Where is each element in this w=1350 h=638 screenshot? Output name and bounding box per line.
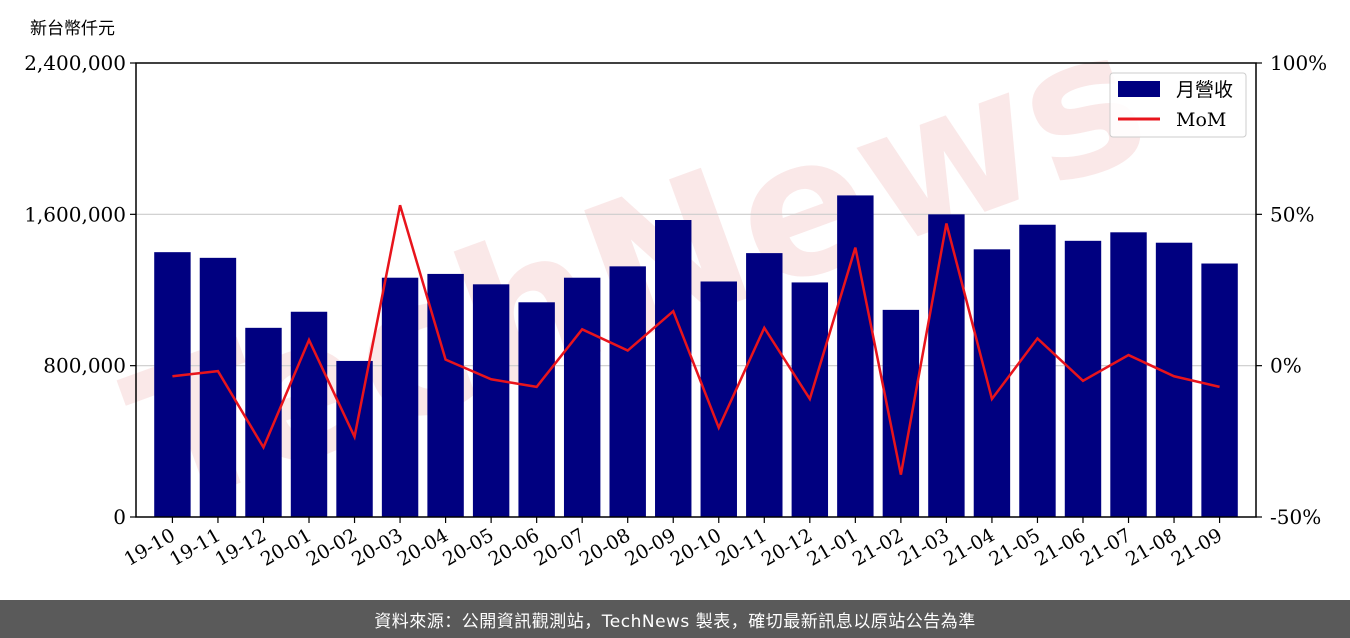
y-right-tick-label: 0% xyxy=(1270,354,1302,378)
legend-swatch-bar xyxy=(1118,81,1160,97)
x-tick-label: 21-07 xyxy=(1077,524,1135,570)
mom-line xyxy=(172,204,1220,475)
y-left-tick-label: 800,000 xyxy=(43,354,126,378)
bar-20-09 xyxy=(655,220,692,517)
bar-21-07 xyxy=(1110,232,1147,517)
x-tick-label: 21-02 xyxy=(849,524,907,570)
bar-20-01 xyxy=(290,311,328,517)
y-right-tick-label: 100% xyxy=(1270,51,1327,75)
x-tick-label: 20-03 xyxy=(348,524,406,570)
y-left-tick-label: 0 xyxy=(113,505,126,529)
y-left-tick-label: 1,600,000 xyxy=(24,202,126,226)
chart-area: 新台幣仟元 TechNews0800,0001,600,0002,400,000… xyxy=(24,0,1327,571)
x-tick-label: 20-08 xyxy=(576,524,634,570)
source-footer: 資料來源：公開資訊觀測站，TechNews 製表，確切最新訊息以原站公告為準 xyxy=(0,600,1350,638)
bar-20-07 xyxy=(563,277,601,517)
legend-label-revenue: 月營收 xyxy=(1176,79,1233,101)
x-tick-label: 20-10 xyxy=(667,524,725,570)
bar-20-05 xyxy=(472,284,510,517)
bar-20-11 xyxy=(746,253,783,518)
bar-21-09 xyxy=(1201,263,1238,517)
y-right-tick-label: -50% xyxy=(1270,505,1321,529)
x-tick-label: 20-01 xyxy=(257,524,315,570)
x-tick-label: 21-06 xyxy=(1031,524,1089,570)
bar-21-06 xyxy=(1064,240,1102,518)
x-tick-label: 20-07 xyxy=(530,524,588,570)
x-tick-label: 20-04 xyxy=(394,524,452,570)
bar-21-05 xyxy=(1019,224,1056,518)
x-tick-label: 21-09 xyxy=(1168,524,1226,570)
x-tick-label: 20-09 xyxy=(621,524,679,570)
y-left-tick-label: 2,400,000 xyxy=(24,51,126,75)
plot-frame xyxy=(135,62,1257,518)
y-axis-unit-label: 新台幣仟元 xyxy=(30,19,115,39)
x-tick-label: 21-08 xyxy=(1122,524,1180,570)
x-tick-label: 20-06 xyxy=(485,524,543,570)
bar-19-11 xyxy=(199,257,237,517)
x-tick-label: 20-12 xyxy=(758,524,816,570)
bar-20-04 xyxy=(427,273,464,517)
x-tick-label: 20-02 xyxy=(303,524,361,570)
x-tick-label: 20-05 xyxy=(439,524,497,570)
revenue-chart: TechNews0800,0001,600,0002,400,000-50%0%… xyxy=(24,0,1327,571)
bar-20-06 xyxy=(518,302,555,517)
x-tick-label: 21-04 xyxy=(940,524,998,570)
y-right-tick-label: 50% xyxy=(1270,202,1314,226)
x-tick-label: 21-03 xyxy=(894,524,952,570)
bar-21-01 xyxy=(837,195,874,517)
bar-20-03 xyxy=(381,277,419,517)
source-footer-text: 資料來源：公開資訊觀測站，TechNews 製表，確切最新訊息以原站公告為準 xyxy=(374,611,976,632)
legend-label-mom: MoM xyxy=(1176,109,1226,131)
bar-21-03 xyxy=(928,214,965,518)
x-tick-label: 21-05 xyxy=(986,524,1044,570)
bar-20-08 xyxy=(609,266,646,517)
bar-19-12 xyxy=(245,327,282,517)
x-tick-label: 20-11 xyxy=(712,524,770,570)
bar-19-10 xyxy=(154,252,191,517)
x-tick-label: 19-10 xyxy=(120,524,178,570)
x-tick-label: 21-01 xyxy=(803,524,861,570)
